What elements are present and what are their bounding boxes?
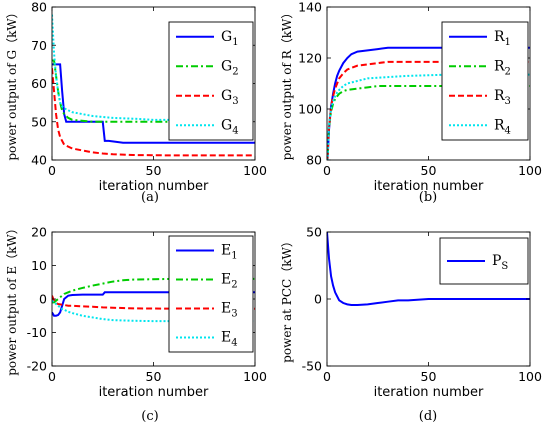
x-axis-label: iteration number <box>374 179 484 194</box>
legend-label: E3 <box>221 301 238 320</box>
y-tick-label: 120 <box>298 51 322 66</box>
legend-label: E2 <box>221 272 238 291</box>
chart-panel-1: 0 50 100 40 50 60 70 80 iteration number power ou… <box>5 0 267 205</box>
panel-caption: (d) <box>419 409 437 424</box>
x-axis-label: iteration number <box>99 179 209 194</box>
y-axis-label: power output of R（kW） <box>280 7 294 161</box>
legend-label: PS <box>492 253 508 272</box>
series-line-r4 <box>327 73 530 160</box>
y-tick-label: -10 <box>27 325 47 340</box>
series-line-e2 <box>52 277 255 304</box>
x-tick-label: 0 <box>323 163 331 178</box>
legend: E1 E2 E3 E4 <box>168 235 254 353</box>
legend-label: G3 <box>221 88 239 107</box>
y-tick-label: 100 <box>298 102 322 117</box>
legend-label: E1 <box>221 243 238 262</box>
x-tick-label: 50 <box>146 369 162 384</box>
y-tick-label: 50 <box>306 225 322 240</box>
y-tick-label: 70 <box>31 38 47 53</box>
y-tick-label: 140 <box>298 0 322 15</box>
legend-label: E4 <box>221 330 238 349</box>
legend: PS <box>439 237 529 285</box>
series-line-r2 <box>327 85 530 160</box>
y-tick-label: 10 <box>31 258 47 273</box>
y-tick-label: 0 <box>314 292 322 307</box>
y-tick-label: 40 <box>31 153 47 168</box>
x-tick-label: 0 <box>48 369 56 384</box>
series-line-g3 <box>52 68 255 157</box>
legend: R1 R2 R3 R4 <box>441 21 529 141</box>
legend-label: G1 <box>221 29 239 48</box>
y-axis-label: power output of G（kW） <box>5 6 19 160</box>
panel-caption: (c) <box>141 409 158 424</box>
x-tick-label: 100 <box>518 369 542 384</box>
x-tick-label: 0 <box>323 369 331 384</box>
panel-caption: (b) <box>419 190 437 205</box>
panel-caption: (a) <box>141 190 159 205</box>
series-line-g2 <box>52 59 255 123</box>
x-axis-label: iteration number <box>374 385 484 400</box>
y-tick-label: 0 <box>39 292 47 307</box>
chart-panel-3: 0 50 100 -20 -10 0 10 20 iteration number power o… <box>5 222 267 424</box>
legend-label: R4 <box>494 117 511 136</box>
legend-label: R3 <box>494 88 511 107</box>
legend-label: R1 <box>494 29 511 48</box>
legend: G1 G2 G3 G4 <box>168 21 254 141</box>
legend-label: G4 <box>221 117 239 136</box>
y-axis-label: power output of E（kW） <box>5 222 19 376</box>
x-tick-label: 100 <box>243 163 267 178</box>
x-axis-label: iteration number <box>99 385 209 400</box>
y-tick-label: 20 <box>31 225 47 240</box>
series-line-g4 <box>52 14 255 121</box>
series-line-e4 <box>52 299 255 323</box>
legend-label: G2 <box>221 58 239 77</box>
y-axis-label: power at PCC（kW） <box>280 235 294 363</box>
x-tick-label: 100 <box>518 163 542 178</box>
y-tick-label: 80 <box>31 0 47 15</box>
y-tick-label: 50 <box>31 114 47 129</box>
y-tick-label: 60 <box>31 76 47 91</box>
series-line-ps <box>327 232 530 307</box>
y-tick-label: -20 <box>27 359 47 374</box>
x-tick-label: 50 <box>146 163 162 178</box>
chart-panel-2: 0 50 100 80 100 120 140 iteration number power o… <box>280 0 542 205</box>
y-tick-label: 80 <box>306 153 322 168</box>
series-line-r3 <box>327 60 530 160</box>
x-tick-label: 100 <box>243 369 267 384</box>
y-tick-label: -50 <box>302 359 322 374</box>
x-tick-label: 0 <box>48 163 56 178</box>
series-line-e3 <box>52 295 255 310</box>
x-tick-label: 50 <box>421 163 437 178</box>
x-tick-label: 50 <box>421 369 437 384</box>
series-line-e1 <box>52 291 255 317</box>
legend-label: R2 <box>494 58 511 77</box>
